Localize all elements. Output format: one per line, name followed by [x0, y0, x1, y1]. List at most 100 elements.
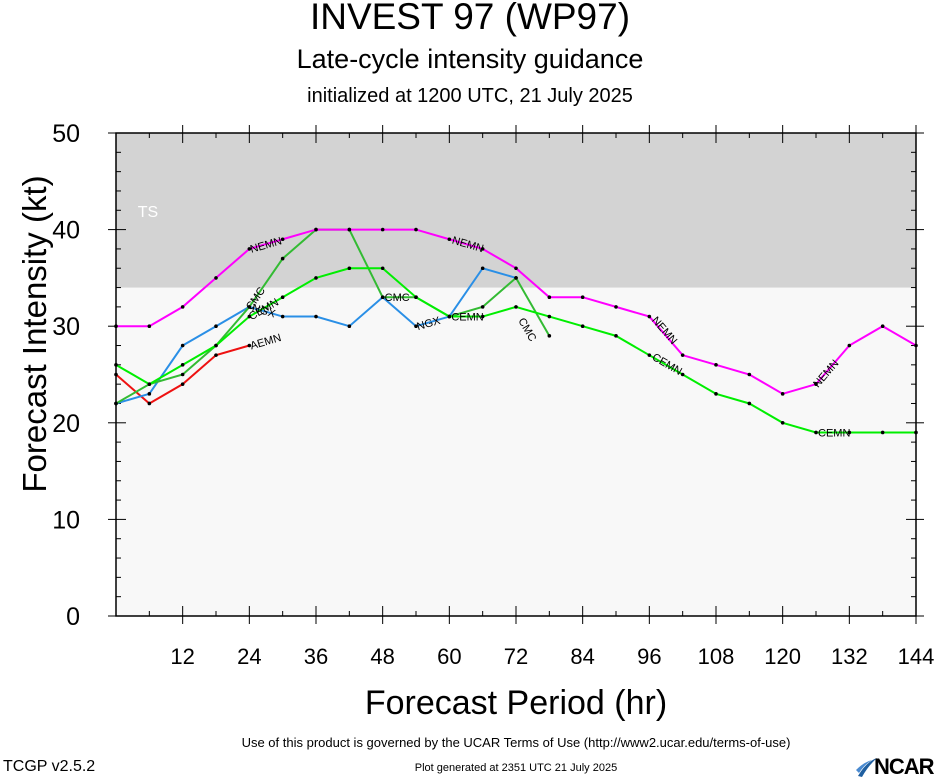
series-ngx-point	[280, 314, 285, 319]
chart-subtitle: Late-cycle intensity guidance	[296, 44, 644, 74]
series-cmc-point	[480, 305, 485, 309]
x-tick-label: 60	[437, 644, 461, 669]
series-aemn-point	[214, 353, 218, 357]
version-label: TCGP v2.5.2	[3, 758, 96, 775]
series-ngx-point	[147, 392, 152, 396]
series-ngx-point	[214, 324, 218, 329]
series-cemn-point	[414, 295, 418, 300]
series-cemn-point	[247, 314, 252, 319]
x-tick-label: 144	[898, 644, 935, 669]
x-tick-label: 96	[637, 644, 661, 669]
series-ngx-point	[314, 314, 318, 319]
band-ts	[116, 133, 916, 288]
series-cemn-point	[380, 266, 385, 271]
logo-text: NCAR	[874, 754, 935, 779]
terms-of-use: Use of this product is governed by the U…	[241, 735, 791, 750]
series-cemn-point	[747, 401, 752, 406]
series-aemn-point	[180, 382, 185, 386]
series-label: CMC	[385, 292, 410, 304]
series-cemn-point	[314, 276, 318, 280]
series-nemn-point	[647, 314, 652, 319]
series-nemn-point	[447, 237, 452, 242]
x-axis-label: Forecast Period (hr)	[364, 684, 668, 722]
series-nemn-point	[714, 363, 718, 367]
x-tick-label: 48	[370, 644, 394, 669]
series-nemn-point	[314, 227, 318, 232]
x-tick-label: 132	[831, 644, 868, 669]
series-nemn-point	[514, 266, 518, 271]
series-cemn-point	[814, 430, 818, 435]
series-cemn-point	[214, 343, 218, 348]
series-cemn-point	[847, 430, 852, 435]
x-tick-label: 120	[764, 644, 801, 669]
series-nemn-point	[414, 227, 418, 232]
y-tick-label: 30	[52, 313, 80, 341]
series-cemn-point	[147, 382, 152, 386]
x-tick-label: 72	[504, 644, 528, 669]
series-nemn-point	[547, 295, 552, 300]
x-tick-label: 84	[570, 644, 594, 669]
series-cemn-point	[780, 421, 785, 425]
ncar-logo-icon	[856, 758, 877, 777]
y-tick-label: 0	[66, 603, 80, 631]
series-nemn-point	[680, 353, 685, 357]
series-nemn-point	[814, 382, 818, 386]
series-aemn-point	[147, 401, 152, 406]
series-nemn-point	[247, 247, 252, 251]
series-nemn-point	[347, 227, 352, 232]
series-aemn-point	[247, 343, 252, 348]
series-nemn-point	[147, 324, 152, 329]
series-nemn-point	[280, 237, 285, 242]
series-nemn-point	[614, 305, 618, 309]
series-ngx-point	[347, 324, 352, 329]
series-cemn-point	[614, 334, 618, 338]
y-tick-label: 10	[52, 506, 80, 534]
series-nemn-point	[214, 276, 218, 280]
series-cemn-point	[480, 314, 485, 319]
series-cmc-point	[280, 256, 285, 261]
series-nemn-point	[480, 247, 485, 251]
series-nemn-point	[780, 392, 785, 396]
series-nemn-point	[747, 372, 752, 377]
band-label: TS	[138, 204, 158, 221]
series-nemn-point	[880, 324, 885, 329]
series-cemn-point	[180, 363, 185, 367]
ncar-logo: NCAR	[856, 754, 940, 780]
series-label: CEMN	[818, 427, 850, 439]
y-tick-label: 40	[52, 217, 80, 245]
x-tick-label: 12	[170, 644, 194, 669]
series-cemn-point	[714, 392, 718, 396]
chart-title: INVEST 97 (WP97)	[309, 0, 631, 37]
series-nemn-point	[847, 343, 852, 348]
series-nemn-point	[380, 227, 385, 232]
series-cemn-point	[347, 266, 352, 271]
series-cemn-point	[680, 372, 685, 377]
plot-frame	[115, 132, 917, 617]
x-tick-label: 108	[698, 644, 735, 669]
series-nemn-point	[180, 305, 185, 309]
series-cemn-point	[880, 430, 885, 435]
series-cemn-point	[580, 324, 585, 329]
y-tick-label: 50	[52, 120, 80, 148]
series-label: CEMN	[451, 312, 483, 324]
generated-time: Plot generated at 2351 UTC 21 July 2025	[414, 762, 618, 774]
series-cmc-point	[514, 276, 518, 280]
series-ngx-point	[180, 343, 185, 348]
series-ngx-point	[414, 324, 418, 329]
y-tick-label: 20	[52, 410, 80, 438]
series-cemn-point	[447, 314, 452, 319]
series-cmc-point	[380, 295, 385, 300]
series-cemn-point	[514, 305, 518, 309]
series-cemn-point	[547, 314, 552, 319]
series-cemn-point	[647, 353, 652, 357]
series-nemn-point	[580, 295, 585, 300]
series-cemn-point	[280, 295, 285, 300]
init-time: initialized at 1200 UTC, 21 July 2025	[307, 85, 633, 107]
series-ngx-point	[480, 266, 485, 271]
series-cmc-point	[247, 305, 252, 309]
series-cmc-point	[180, 372, 185, 377]
series-cmc-point	[547, 334, 552, 338]
x-tick-label: 36	[304, 644, 328, 669]
x-tick-label: 24	[237, 644, 261, 669]
